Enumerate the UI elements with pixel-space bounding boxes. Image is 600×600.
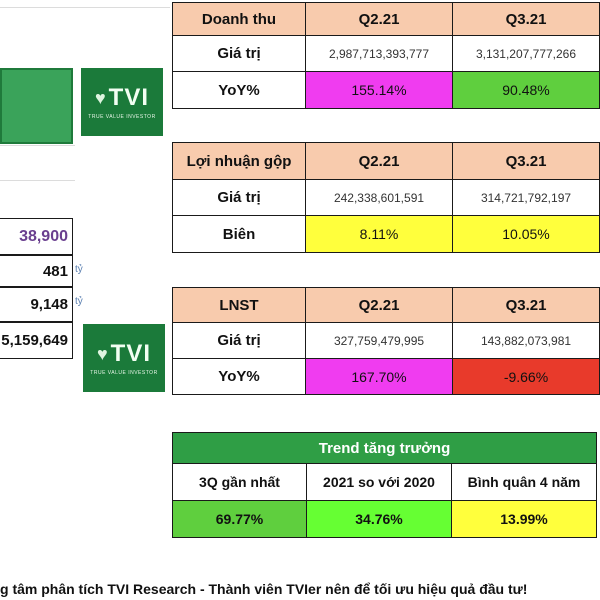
value-cell-1[interactable]: 481 xyxy=(0,255,73,287)
trend-col-4yr-avg[interactable]: Bình quân 4 năm xyxy=(451,463,597,501)
gross-profit-header-q3[interactable]: Q3.21 xyxy=(452,142,600,180)
selected-green-cell[interactable] xyxy=(0,68,73,144)
unit-label-2: tỷ xyxy=(75,296,83,307)
tvi-heart-icon: ♥ xyxy=(96,343,108,364)
trend-value-2021-vs-2020[interactable]: 34.76% xyxy=(306,500,452,538)
trend-title[interactable]: Trend tăng trưởng xyxy=(172,432,597,464)
net-profit-header-label[interactable]: LNST xyxy=(172,287,306,323)
trend-col-2021-vs-2020[interactable]: 2021 so với 2020 xyxy=(306,463,452,501)
gross-margin-q3[interactable]: 10.05% xyxy=(452,215,600,253)
net-profit-yoy-q3[interactable]: -9.66% xyxy=(452,358,600,395)
tvi-logo: ♥ TVI TRUE VALUE INVESTOR xyxy=(81,68,163,136)
value-cell-3[interactable]: 5,159,649 xyxy=(0,322,73,359)
gross-margin-q2[interactable]: 8.11% xyxy=(305,215,453,253)
trend-col-3q[interactable]: 3Q gần nhất xyxy=(172,463,307,501)
tvi-heart-icon: ♥ xyxy=(94,87,106,108)
net-profit-value-label[interactable]: Giá trị xyxy=(172,322,306,359)
gross-profit-header-label[interactable]: Lợi nhuận gộp xyxy=(172,142,306,180)
net-profit-yoy-q2[interactable]: 167.70% xyxy=(305,358,453,395)
grid-line xyxy=(0,7,170,8)
gross-profit-value-label[interactable]: Giá trị xyxy=(172,179,306,216)
revenue-yoy-q3[interactable]: 90.48% xyxy=(452,71,600,109)
revenue-yoy-label[interactable]: YoY% xyxy=(172,71,306,109)
net-profit-yoy-label[interactable]: YoY% xyxy=(172,358,306,395)
gross-profit-value-q3[interactable]: 314,721,792,197 xyxy=(452,179,600,216)
revenue-header-q2[interactable]: Q2.21 xyxy=(305,2,453,36)
revenue-value-q3[interactable]: 3,131,207,777,266 xyxy=(452,35,600,72)
value-cell-2[interactable]: 9,148 xyxy=(0,287,73,322)
footer-text: g tâm phân tích TVI Research - Thành viê… xyxy=(0,581,528,597)
trend-value-4yr-avg[interactable]: 13.99% xyxy=(451,500,597,538)
revenue-yoy-q2[interactable]: 155.14% xyxy=(305,71,453,109)
revenue-value-label[interactable]: Giá trị xyxy=(172,35,306,72)
price-cell[interactable]: 38,900 xyxy=(0,218,73,255)
gross-profit-header-q2[interactable]: Q2.21 xyxy=(305,142,453,180)
revenue-header-label[interactable]: Doanh thu xyxy=(172,2,306,36)
revenue-header-q3[interactable]: Q3.21 xyxy=(452,2,600,36)
net-profit-header-q2[interactable]: Q2.21 xyxy=(305,287,453,323)
net-profit-value-q2[interactable]: 327,759,479,995 xyxy=(305,322,453,359)
net-profit-header-q3[interactable]: Q3.21 xyxy=(452,287,600,323)
grid-line xyxy=(0,145,75,146)
gross-profit-value-q2[interactable]: 242,338,601,591 xyxy=(305,179,453,216)
trend-value-3q[interactable]: 69.77% xyxy=(172,500,307,538)
gross-margin-label[interactable]: Biên xyxy=(172,215,306,253)
unit-label-1: tỷ xyxy=(75,264,83,275)
grid-line xyxy=(0,180,75,181)
tvi-logo: ♥ TVI TRUE VALUE INVESTOR xyxy=(83,324,165,392)
net-profit-value-q3[interactable]: 143,882,073,981 xyxy=(452,322,600,359)
revenue-value-q2[interactable]: 2,987,713,393,777 xyxy=(305,35,453,72)
